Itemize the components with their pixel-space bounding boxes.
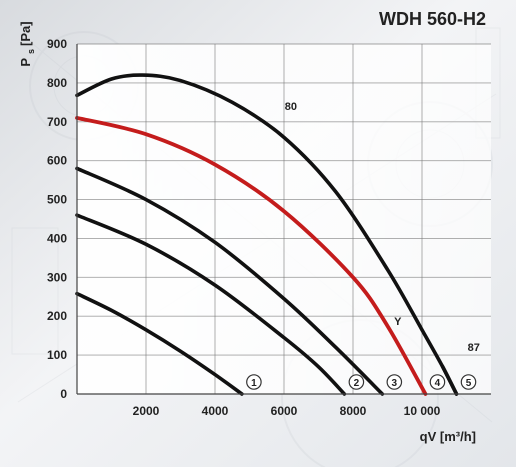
y-axis-label-main: P	[18, 58, 33, 67]
x-tick-label: 4000	[202, 404, 229, 418]
series-marker-label: 4	[435, 378, 441, 389]
y-tick-label: 900	[47, 37, 67, 51]
y-axis-label-unit: [Pa]	[18, 21, 33, 46]
series-line	[75, 213, 347, 396]
x-tick-label: 8000	[340, 404, 367, 418]
series-marker-circle	[429, 374, 446, 390]
series-marker-circle	[460, 374, 477, 390]
series-marker-circle	[246, 374, 262, 390]
series-line	[75, 73, 459, 396]
series-line	[75, 291, 244, 396]
y-tick-label: 600	[47, 154, 67, 168]
y-tick-label: 500	[47, 193, 67, 207]
series-label: 80	[285, 101, 297, 113]
y-tick-label: 800	[47, 76, 67, 90]
series-marker-label: 1	[251, 378, 257, 389]
series-marker-label: 2	[354, 378, 360, 389]
series-label: 87	[468, 342, 480, 354]
y-tick-label: 400	[47, 231, 67, 245]
chart-title: WDH 560-H2	[379, 9, 486, 29]
y-tick-label: 700	[47, 115, 67, 129]
series-marker-label: 3	[392, 378, 398, 389]
y-tick-label: 100	[47, 348, 67, 362]
series-layer	[75, 73, 459, 396]
y-axis-label-sub: s	[26, 49, 36, 54]
x-tick-label: 2000	[133, 404, 160, 418]
series-marker-circle	[348, 374, 365, 390]
x-tick-label: 10 000	[404, 404, 441, 418]
series-marker-label: 5	[466, 378, 472, 389]
series-label: Y	[394, 316, 402, 328]
series-line	[75, 115, 428, 396]
x-axis-label: qV [m³/h]	[420, 429, 476, 444]
x-tick-label: 6000	[271, 404, 298, 418]
marker-layer: 1 2 3 4 5	[246, 374, 477, 390]
series-line	[440, 364, 459, 396]
y-tick-label: 300	[47, 270, 67, 284]
y-tick-label: 200	[47, 309, 67, 323]
y-tick-label: 0	[60, 387, 67, 401]
series-marker-circle	[386, 374, 403, 390]
label-layer: 2000 4000 6000 8000 10 000 0 100 200 300 400 500 60…	[47, 37, 480, 418]
series-line	[75, 166, 385, 396]
y-axis-label-group: P s [Pa]	[18, 21, 36, 66]
